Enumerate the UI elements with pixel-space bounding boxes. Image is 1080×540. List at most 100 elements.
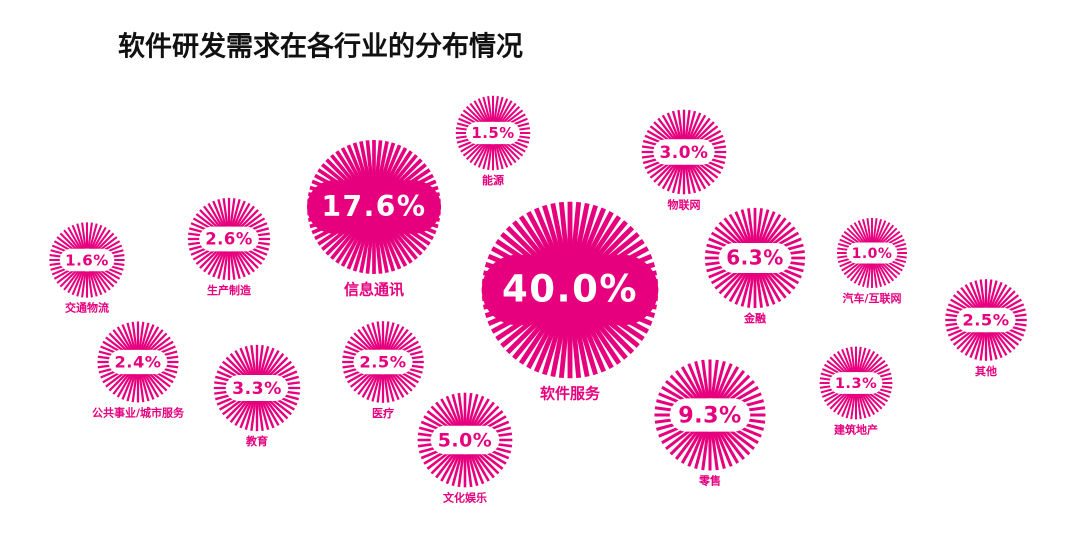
ray xyxy=(687,112,702,141)
ray xyxy=(388,326,405,352)
ray xyxy=(497,142,513,166)
ray xyxy=(986,331,993,361)
ray xyxy=(116,326,133,353)
ray xyxy=(472,401,495,430)
ray xyxy=(87,222,93,249)
label-backdrop xyxy=(353,349,413,375)
ray xyxy=(850,346,856,373)
ray xyxy=(728,270,749,303)
label-backdrop xyxy=(225,375,289,401)
label-backdrop xyxy=(846,242,898,264)
ray xyxy=(140,322,150,351)
ray xyxy=(969,330,983,359)
ray xyxy=(234,249,251,276)
ray xyxy=(386,372,400,401)
ray xyxy=(964,330,981,356)
ray xyxy=(862,262,871,288)
ray xyxy=(494,96,504,123)
ray xyxy=(570,316,582,379)
ray xyxy=(747,208,755,244)
ray xyxy=(989,281,1003,310)
category-label: 汽车/互联网 xyxy=(842,291,901,305)
value-label: 1.6% xyxy=(65,252,109,270)
ray xyxy=(859,348,871,374)
ray xyxy=(836,350,852,375)
ray xyxy=(757,272,770,307)
ray xyxy=(469,102,488,125)
ray xyxy=(93,268,111,291)
ray xyxy=(757,209,770,244)
ray xyxy=(451,393,463,427)
ray xyxy=(388,372,405,398)
label-backdrop xyxy=(108,349,168,375)
ray xyxy=(457,392,465,427)
value-label: 2.4% xyxy=(115,353,162,372)
ray xyxy=(93,229,111,252)
ray xyxy=(989,330,1003,359)
ray xyxy=(482,143,492,170)
ray xyxy=(76,270,86,297)
ray xyxy=(138,373,145,403)
ray xyxy=(90,270,103,296)
ray xyxy=(872,263,878,288)
ray xyxy=(712,430,726,469)
ray xyxy=(877,260,895,282)
ray xyxy=(67,269,83,294)
ray xyxy=(856,393,862,420)
ray xyxy=(723,217,747,247)
ray xyxy=(866,218,872,243)
ray xyxy=(141,372,155,400)
ray xyxy=(207,202,224,229)
ray xyxy=(203,248,223,273)
ray xyxy=(143,326,160,353)
ray xyxy=(371,322,381,351)
category-label: 生产制造 xyxy=(207,283,252,297)
ray xyxy=(690,117,711,143)
value-label: 1.0% xyxy=(852,246,893,262)
ray xyxy=(467,393,479,427)
ray xyxy=(849,224,867,246)
ray xyxy=(718,427,745,460)
ray xyxy=(203,205,223,230)
ray xyxy=(570,201,582,264)
ray xyxy=(67,226,83,251)
ray xyxy=(991,330,1008,356)
ray xyxy=(717,428,740,464)
value-label: 17.6% xyxy=(321,190,426,223)
ray xyxy=(689,162,707,190)
ray xyxy=(126,373,136,402)
ray xyxy=(140,373,150,402)
ray xyxy=(144,329,164,354)
ray xyxy=(694,430,708,469)
chart-title: 软件研发需求在各行业的分布情况 xyxy=(118,31,523,63)
ray xyxy=(229,198,236,227)
ray xyxy=(853,222,868,245)
ray xyxy=(477,142,490,168)
ray xyxy=(435,450,458,479)
ray xyxy=(675,370,702,403)
ray xyxy=(850,393,856,420)
value-label: 3.0% xyxy=(660,142,709,162)
label-backdrop xyxy=(956,307,1016,333)
ray xyxy=(222,251,229,280)
ray xyxy=(701,431,710,471)
ray xyxy=(986,279,993,309)
ray xyxy=(121,324,135,352)
ray xyxy=(671,163,682,194)
ray xyxy=(81,222,87,249)
ray xyxy=(239,399,254,429)
ray xyxy=(675,427,702,460)
ray xyxy=(63,229,81,252)
ray xyxy=(734,271,751,305)
ray xyxy=(857,393,867,419)
ray xyxy=(376,140,389,188)
ray xyxy=(389,328,409,353)
ray xyxy=(988,280,998,309)
value-label: 6.3% xyxy=(726,246,784,270)
ray xyxy=(244,400,255,431)
ray xyxy=(684,164,691,195)
ray xyxy=(841,392,853,418)
ray xyxy=(359,140,372,188)
category-label: 零售 xyxy=(698,473,721,487)
category-label: 公共事业/城市服务 xyxy=(92,405,185,419)
